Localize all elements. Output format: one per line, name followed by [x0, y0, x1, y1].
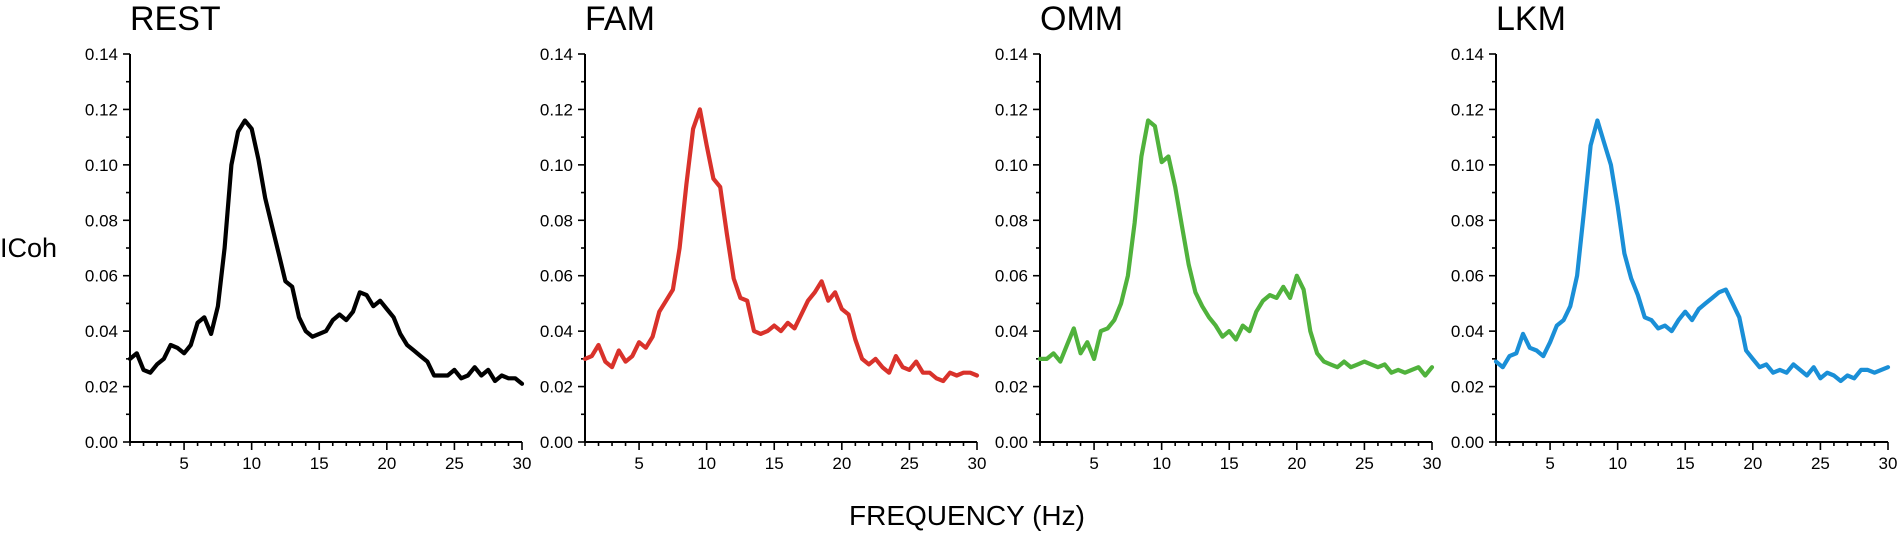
lkm-series-line — [1493, 118, 1891, 384]
fam-x-tick-label: 5 — [634, 454, 643, 473]
fam-series-line — [582, 107, 980, 384]
omm-x-tick-label: 25 — [1355, 454, 1374, 473]
omm-series-line — [1037, 118, 1435, 378]
omm-y-tick-label: 0.14 — [995, 45, 1028, 64]
omm-y-tick-label: 0.12 — [995, 100, 1028, 119]
fam-y-tick-label: 0.00 — [540, 433, 573, 452]
rest-x-tick-label: 10 — [242, 454, 261, 473]
rest-x-tick-label: 20 — [377, 454, 396, 473]
rest-y-tick-label: 0.00 — [85, 433, 118, 452]
panel-fam: FAM 0.00 0.02 0.04 0.06 0.08 0.10 0.12 0.14 5 10 15… — [540, 0, 987, 473]
lkm-y-tick-label: 0.14 — [1451, 45, 1484, 64]
fam-x-tick-label: 20 — [832, 454, 851, 473]
omm-y-tick-label: 0.04 — [995, 322, 1028, 341]
lkm-y-tick-label: 0.00 — [1451, 433, 1484, 452]
omm-y-tick-label: 0.08 — [995, 211, 1028, 230]
rest-x-tick-label: 25 — [445, 454, 464, 473]
lkm-y-tick-label: 0.10 — [1451, 156, 1484, 175]
lkm-x-tick-label: 30 — [1879, 454, 1897, 473]
omm-y-tick-label: 0.00 — [995, 433, 1028, 452]
lkm-x-tick-label: 20 — [1743, 454, 1762, 473]
fam-x-tick-label: 25 — [900, 454, 919, 473]
lkm-x-tick-label: 10 — [1608, 454, 1627, 473]
panel-rest: REST 0.00 0.02 0.04 0.06 0.08 0.10 0.12 0.14 5 10 1… — [85, 0, 532, 473]
rest-y-tick-label: 0.14 — [85, 45, 118, 64]
fam-y-tick-label: 0.06 — [540, 267, 573, 286]
panel-lkm: LKM 0.00 0.02 0.04 0.06 0.08 0.10 0.12 0.14 5 10 15… — [1451, 0, 1897, 473]
lkm-x-tick-label: 15 — [1676, 454, 1695, 473]
omm-y-tick-label: 0.06 — [995, 267, 1028, 286]
fam-y-tick-label: 0.02 — [540, 378, 573, 397]
rest-y-tick-label: 0.06 — [85, 267, 118, 286]
fam-y-tick-label: 0.12 — [540, 100, 573, 119]
lkm-y-tick-label: 0.12 — [1451, 100, 1484, 119]
rest-series-line — [127, 118, 525, 386]
fam-y-tick-label: 0.08 — [540, 211, 573, 230]
lkm-y-tick-label: 0.08 — [1451, 211, 1484, 230]
omm-x-tick-label: 20 — [1287, 454, 1306, 473]
fam-x-tick-label: 10 — [697, 454, 716, 473]
lkm-x-tick-label: 25 — [1811, 454, 1830, 473]
rest-x-tick-label: 5 — [179, 454, 188, 473]
omm-x-tick-label: 10 — [1152, 454, 1171, 473]
fam-title: FAM — [585, 0, 655, 38]
x-axis-label: FREQUENCY (Hz) — [849, 500, 1085, 531]
rest-x-tick-label: 15 — [310, 454, 329, 473]
lkm-y-tick-label: 0.02 — [1451, 378, 1484, 397]
omm-x-tick-label: 15 — [1220, 454, 1239, 473]
rest-y-tick-label: 0.02 — [85, 378, 118, 397]
rest-y-tick-label: 0.08 — [85, 211, 118, 230]
fam-y-tick-label: 0.10 — [540, 156, 573, 175]
y-axis-label: ICoh — [0, 233, 57, 263]
lkm-x-tick-label: 5 — [1545, 454, 1554, 473]
fam-x-tick-label: 30 — [968, 454, 987, 473]
panel-omm: OMM 0.00 0.02 0.04 0.06 0.08 0.10 0.12 0.14 5 10 15… — [995, 0, 1442, 473]
fam-y-tick-label: 0.04 — [540, 322, 573, 341]
omm-x-tick-label: 5 — [1089, 454, 1098, 473]
lkm-title: LKM — [1496, 0, 1566, 38]
rest-y-tick-label: 0.10 — [85, 156, 118, 175]
fam-x-tick-label: 15 — [765, 454, 784, 473]
rest-y-tick-label: 0.04 — [85, 322, 118, 341]
lkm-y-tick-label: 0.06 — [1451, 267, 1484, 286]
omm-title: OMM — [1040, 0, 1123, 38]
rest-x-tick-label: 30 — [513, 454, 532, 473]
omm-x-tick-label: 30 — [1423, 454, 1442, 473]
lkm-y-tick-label: 0.04 — [1451, 322, 1484, 341]
rest-title: REST — [130, 0, 221, 38]
omm-y-tick-label: 0.02 — [995, 378, 1028, 397]
omm-y-tick-label: 0.10 — [995, 156, 1028, 175]
fam-y-tick-label: 0.14 — [540, 45, 573, 64]
rest-y-tick-label: 0.12 — [85, 100, 118, 119]
